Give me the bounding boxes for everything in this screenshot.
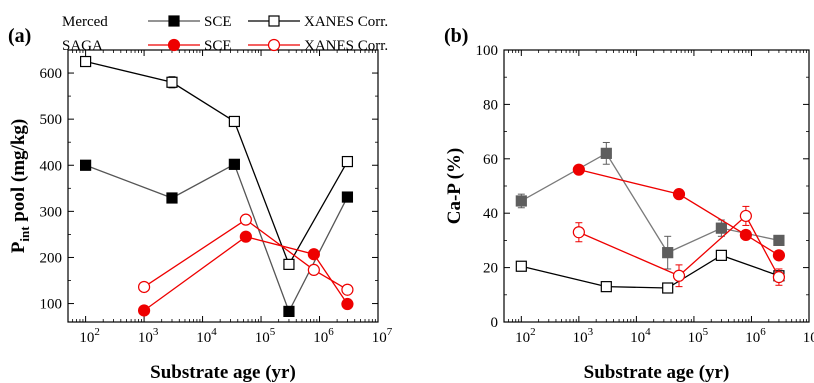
legend-marker <box>268 15 280 27</box>
legend-marker <box>168 15 180 27</box>
y-tick-label: 400 <box>40 158 63 174</box>
x-tick-label: 102 <box>79 326 100 346</box>
data-point <box>572 163 585 176</box>
y-tick-label: 20 <box>483 261 498 277</box>
data-point <box>662 282 674 294</box>
x-tick-label: 105 <box>688 326 709 346</box>
x-axis-title: Substrate age (yr) <box>584 362 730 383</box>
series-saga-filled-circle <box>572 163 786 262</box>
series-line <box>85 60 348 266</box>
x-tick-label: 104 <box>630 326 651 346</box>
panel-label: (b) <box>444 25 468 47</box>
data-point <box>80 55 92 68</box>
legend: Merced SCE XANES Corr. SAGA SCE XANES Corr. <box>62 14 388 54</box>
data-point <box>672 269 686 282</box>
data-point <box>715 222 727 234</box>
data-point <box>515 195 527 207</box>
data-point <box>307 263 320 277</box>
data-point <box>341 191 354 203</box>
legend-group-label: SAGA <box>62 38 103 54</box>
data-point <box>80 159 92 171</box>
data-point <box>341 283 354 296</box>
y-tick-label: 100 <box>476 43 499 59</box>
data-point <box>662 247 674 259</box>
y-tick-label: 200 <box>40 250 63 266</box>
data-point <box>515 260 527 272</box>
y-tick-label: 500 <box>40 112 63 128</box>
data-point <box>166 192 178 204</box>
y-tick-label: 40 <box>483 206 498 222</box>
panel-a: 102 103 104 105 106 107 100 200 300 400 500 600 (a) S… <box>8 25 393 383</box>
data-point <box>307 248 320 261</box>
data-point <box>772 249 786 262</box>
series-line <box>521 254 780 289</box>
data-point <box>239 230 252 243</box>
legend-series-label: SCE <box>204 38 232 54</box>
legend-marker <box>167 38 181 52</box>
plot-frame <box>67 49 379 323</box>
x-tick-label: 102 <box>515 326 536 346</box>
x-tick-label: 106 <box>745 326 766 346</box>
y-tick-label: 0 <box>491 315 499 331</box>
series-merced-filled-square <box>80 158 354 317</box>
y-tick-label: 600 <box>40 66 63 82</box>
data-point <box>341 155 354 168</box>
x-tick-label: 104 <box>196 326 217 346</box>
legend-series-label: SCE <box>204 14 232 30</box>
series-line <box>578 214 780 278</box>
series-line <box>143 218 348 291</box>
y-tick-label: 300 <box>40 204 63 220</box>
data-point <box>600 147 612 159</box>
panel-b: 102 103 104 105 106 107 0 20 40 60 80 100 (b) Substra… <box>444 25 814 383</box>
data-point <box>572 226 585 239</box>
series-line <box>521 152 780 254</box>
data-point <box>341 297 354 311</box>
data-point <box>137 304 151 317</box>
series-merced-open-square <box>80 55 354 270</box>
data-point <box>672 188 686 201</box>
y-tick-label: 60 <box>483 152 498 168</box>
data-point <box>739 228 752 242</box>
series-merced-open-square <box>515 249 785 294</box>
y-axis-title: Pint pool (mg/kg) <box>8 119 32 253</box>
x-tick-label: 103 <box>138 326 159 346</box>
legend-series-label: XANES Corr. <box>304 38 388 54</box>
legend-group-label: Merced <box>62 14 108 30</box>
data-point <box>715 249 727 261</box>
series-saga-open-circle <box>137 213 354 296</box>
x-tick-label: 105 <box>255 326 276 346</box>
data-point <box>283 258 295 270</box>
plot-frame <box>503 49 810 323</box>
x-tick-label: 106 <box>313 326 334 346</box>
y-axis-title: Ca-P (%) <box>444 148 465 225</box>
data-point <box>600 281 612 293</box>
x-tick-label: 103 <box>573 326 594 346</box>
x-tick-label: 107 <box>372 326 393 346</box>
data-point <box>137 280 151 294</box>
y-tick-label: 80 <box>483 97 498 113</box>
series-line <box>85 163 349 314</box>
data-point <box>772 271 786 284</box>
data-point <box>239 213 252 226</box>
data-point <box>228 115 240 128</box>
legend-marker <box>267 38 281 52</box>
data-point <box>773 234 785 246</box>
data-point <box>228 158 240 170</box>
data-point <box>166 76 178 88</box>
data-point <box>283 305 295 317</box>
y-tick-label: 100 <box>40 297 63 313</box>
series-merced-filled-square <box>515 141 785 270</box>
data-point <box>739 209 752 223</box>
legend-series-label: XANES Corr. <box>304 14 388 30</box>
panel-label: (a) <box>8 25 31 47</box>
x-tick-label: 107 <box>803 326 814 346</box>
series-saga-open-circle <box>572 205 786 288</box>
x-axis-title: Substrate age (yr) <box>150 362 296 383</box>
